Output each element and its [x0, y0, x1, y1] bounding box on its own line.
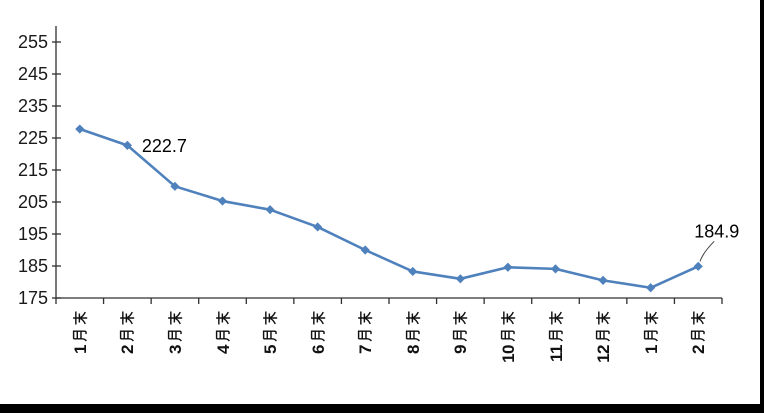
- x-axis-label: 6: [308, 310, 328, 370]
- y-tick-label: 215: [18, 160, 48, 180]
- series-line: [79, 127, 699, 290]
- diamond-marker: [265, 205, 275, 215]
- kanji-glyph: [72, 330, 87, 342]
- kanji-glyph: [120, 311, 135, 325]
- kanji-glyph: [453, 311, 468, 325]
- y-tick-label: 225: [18, 128, 48, 148]
- x-label-numeral: 8: [403, 345, 423, 354]
- x-label-numeral: 7: [355, 345, 375, 354]
- x-label-numeral: 1: [641, 345, 661, 354]
- x-axis-label: 2: [688, 310, 708, 370]
- y-tick-label: 235: [18, 96, 48, 116]
- y-tick-label: 205: [18, 192, 48, 212]
- kanji-glyph: [263, 311, 278, 325]
- x-axis-label: 11: [546, 310, 565, 370]
- kanji-glyph: [453, 330, 468, 342]
- diamond-marker: [646, 283, 656, 293]
- kanji-glyph: [691, 330, 706, 342]
- kanji-glyph: [643, 330, 658, 342]
- x-axis-label: 12: [593, 310, 613, 370]
- frame-border-bottom: [0, 404, 764, 413]
- data-label: 222.7: [142, 136, 187, 156]
- x-label-numeral: 3: [165, 345, 185, 354]
- kanji-glyph: [548, 311, 563, 325]
- kanji-glyph: [501, 311, 516, 325]
- diamond-marker: [122, 140, 132, 150]
- x-axis-label: 4: [213, 310, 232, 370]
- x-axis-label: 1: [641, 310, 661, 370]
- kanji-glyph: [596, 311, 611, 325]
- axes: [55, 26, 722, 299]
- y-tick-label: 255: [18, 32, 48, 52]
- x-axis-label: 5: [260, 310, 280, 370]
- kanji-glyph: [262, 330, 278, 342]
- kanji-glyph: [310, 330, 325, 342]
- diamond-marker: [360, 245, 370, 255]
- diamond-marker: [550, 264, 561, 274]
- diamond-marker: [313, 222, 323, 232]
- diamond-marker: [408, 266, 418, 277]
- leader-line: [699, 240, 715, 262]
- data-label: 184.9: [694, 221, 739, 241]
- x-label-numeral: 6: [308, 345, 328, 354]
- kanji-glyph: [595, 330, 611, 342]
- axis-lines: [55, 26, 722, 299]
- y-axis-ticks: 255 245 235 225 215 205 195 185 175: [18, 32, 61, 308]
- diamond-marker: [503, 262, 513, 272]
- kanji-glyph: [358, 330, 373, 342]
- kanji-glyph: [405, 311, 420, 325]
- diamond-marker: [455, 274, 465, 284]
- diamond-marker: [598, 275, 608, 285]
- kanji-glyph: [358, 311, 373, 325]
- kanji-glyph: [310, 311, 325, 325]
- x-label-numeral: 2: [688, 345, 708, 354]
- diamond-marker: [75, 124, 85, 134]
- kanji-glyph: [691, 311, 706, 325]
- kanji-glyph: [72, 311, 87, 325]
- diamond-marker: [693, 261, 703, 271]
- x-label-numeral: 12: [593, 345, 613, 363]
- x-label-numeral: 9: [450, 345, 470, 354]
- y-tick-label: 175: [18, 288, 48, 308]
- x-label-numeral: 2: [117, 345, 137, 354]
- kanji-glyph: [120, 330, 135, 342]
- y-tick-label: 195: [18, 224, 48, 244]
- x-axis-label: 1: [70, 310, 90, 370]
- x-label-numeral: 11: [546, 345, 565, 362]
- kanji-glyph: [167, 330, 182, 342]
- diamond-marker: [217, 196, 228, 206]
- y-tick-label: 185: [18, 256, 48, 276]
- x-axis-label: 10: [498, 310, 518, 370]
- x-axis-label: 3: [165, 310, 185, 370]
- x-axis-label: 2: [117, 310, 137, 370]
- frame-border-right: [760, 0, 764, 413]
- x-axis-label: 8: [403, 310, 423, 370]
- kanji-glyph: [215, 311, 230, 325]
- data-annotations: 222.7 184.9: [142, 136, 739, 262]
- kanji-glyph: [548, 330, 563, 342]
- kanji-glyph: [643, 311, 658, 325]
- kanji-glyph: [168, 311, 183, 325]
- kanji-glyph: [405, 330, 420, 342]
- x-label-numeral: 5: [260, 345, 280, 354]
- x-axis-label: 9: [450, 310, 470, 370]
- kanji-glyph: [215, 330, 230, 342]
- x-axis-label: 7: [355, 310, 375, 370]
- y-tick-label: 245: [18, 64, 48, 84]
- x-label-numeral: 10: [498, 345, 518, 363]
- x-label-numeral: 1: [70, 345, 90, 354]
- x-axis-ticks: [55, 298, 723, 304]
- x-label-numeral: 4: [213, 345, 232, 354]
- data-series: [75, 124, 703, 293]
- kanji-glyph: [500, 330, 515, 342]
- diamond-marker: [170, 181, 180, 191]
